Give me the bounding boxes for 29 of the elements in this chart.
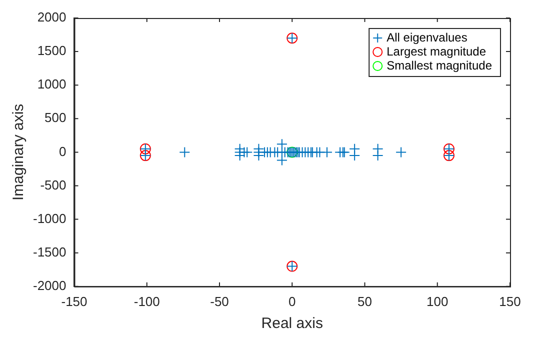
point (396, 146, 407, 158)
x-tick-label: 100 (426, 294, 448, 309)
point (321, 146, 332, 158)
y-tick-label: -1500 (33, 244, 66, 260)
x-axis-title: Real axis (261, 315, 323, 332)
x-tick-label: 150 (499, 294, 521, 309)
y-tick-label: 0 (59, 144, 66, 159)
y-tick-label: 500 (44, 110, 66, 126)
y-tick-label: 2000 (37, 10, 66, 25)
y-axis-title: Imaginary axis (10, 104, 28, 201)
x-tick-label: 0 (288, 294, 296, 309)
legend-label: All eigenvalues (386, 30, 468, 44)
point (372, 150, 384, 162)
y-tick-label: 1000 (37, 76, 66, 92)
point (276, 138, 288, 150)
y-tick-label: -2000 (33, 278, 66, 293)
x-tick-label: -100 (134, 294, 160, 309)
x-tick-label: -50 (210, 294, 229, 309)
x-tick-label: 50 (358, 294, 372, 309)
y-tick-label: -500 (40, 177, 66, 192)
point (234, 150, 246, 162)
point (349, 150, 360, 162)
y-tick-label: 1500 (37, 43, 66, 58)
legend-label: Smallest magnitude (386, 58, 492, 72)
legend-label: Largest magnitude (386, 44, 486, 58)
point (276, 154, 288, 166)
x-tick-label: -150 (61, 294, 88, 309)
point (179, 146, 190, 158)
y-tick-label: -1000 (33, 210, 66, 226)
